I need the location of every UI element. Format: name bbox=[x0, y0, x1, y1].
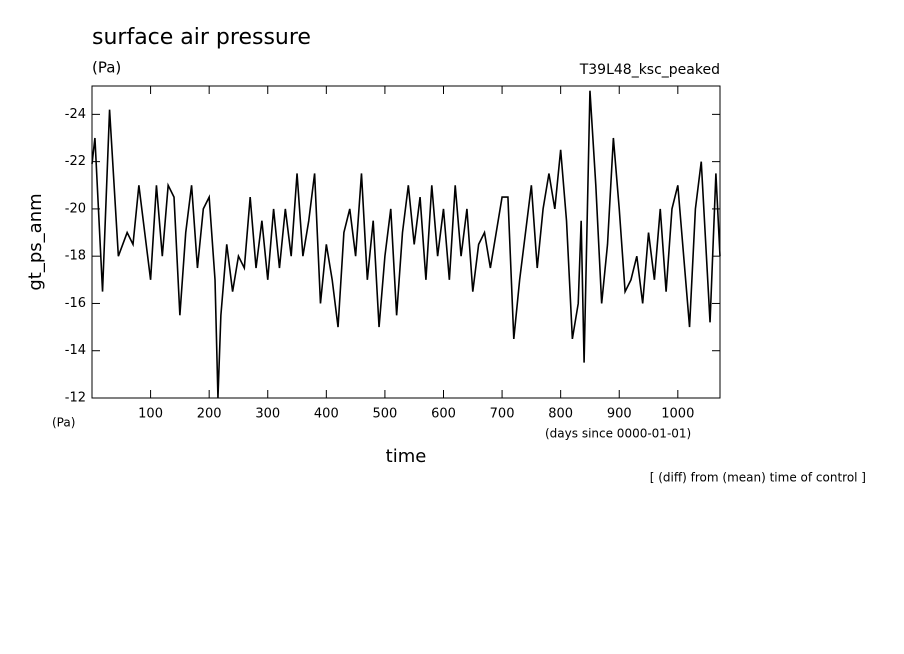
y-tick-label: -12 bbox=[65, 391, 86, 406]
x-tick-label: 600 bbox=[431, 407, 456, 422]
x-tick-label: 900 bbox=[607, 407, 632, 422]
y-tick-label: -14 bbox=[65, 343, 86, 358]
note: [ (diff) from (mean) time of control ] bbox=[650, 471, 866, 485]
y-tick-label: -24 bbox=[65, 107, 86, 122]
run-label: T39L48_ksc_peaked bbox=[579, 62, 720, 78]
units: (Pa) bbox=[92, 59, 121, 77]
x-tick-label: 500 bbox=[372, 407, 397, 422]
x-axis-label: time bbox=[386, 446, 427, 467]
x-unit-label: (days since 0000-01-01) bbox=[545, 427, 691, 441]
y-unit-label: (Pa) bbox=[52, 416, 75, 430]
x-tick-label: 300 bbox=[255, 407, 280, 422]
y-axis-label: gt_ps_anm bbox=[25, 193, 46, 290]
series-line bbox=[91, 90, 721, 399]
y-tick-label: -20 bbox=[65, 201, 86, 216]
x-tick-label: 800 bbox=[548, 407, 573, 422]
x-tick-label: 200 bbox=[197, 407, 222, 422]
y-tick-label: -22 bbox=[65, 154, 86, 169]
x-tick-label: 100 bbox=[138, 407, 163, 422]
y-tick-label: -16 bbox=[65, 296, 86, 311]
plot-frame bbox=[91, 85, 721, 399]
x-tick-label: 1000 bbox=[661, 407, 694, 422]
x-tick-label: 700 bbox=[490, 407, 515, 422]
x-tick-label: 400 bbox=[314, 407, 339, 422]
chart-title: surface air pressure bbox=[92, 25, 311, 50]
y-tick-label: -18 bbox=[65, 249, 86, 264]
